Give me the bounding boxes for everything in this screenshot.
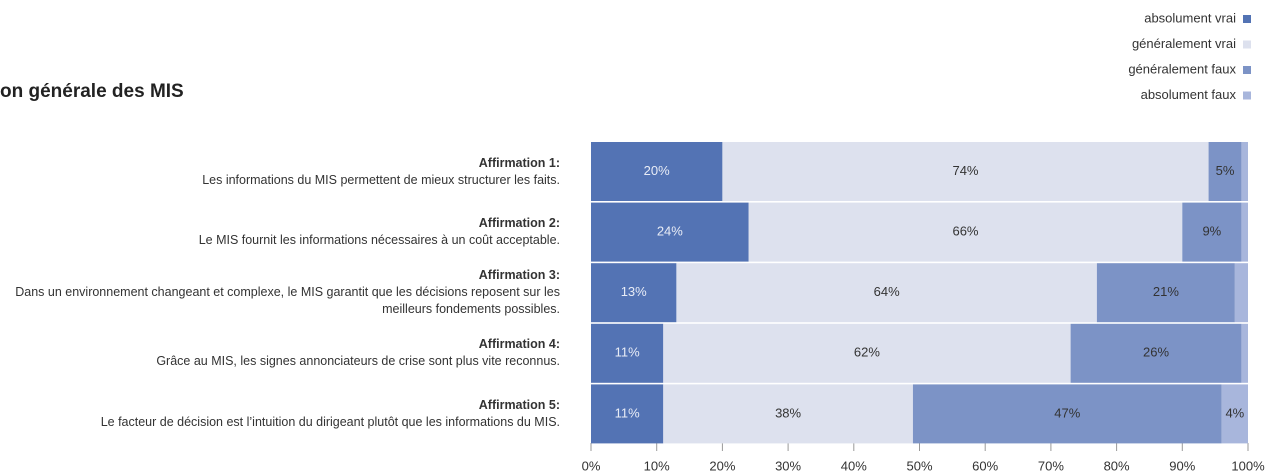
bar-segment <box>1208 142 1242 201</box>
bar-segment <box>1241 323 1248 383</box>
value-label: 5% <box>1216 163 1235 178</box>
x-tick-label: 0% <box>582 458 601 473</box>
bar-segment <box>748 202 1183 262</box>
legend-swatch <box>1243 91 1251 100</box>
category-label: Affirmation 3: Dans un environnement chan… <box>0 263 560 322</box>
bar-segment <box>1234 263 1248 323</box>
bar-segment <box>676 263 1097 323</box>
category-title: Affirmation 5: <box>478 397 560 412</box>
x-tick-label: 80% <box>1104 458 1130 473</box>
category-label: Affirmation 2: Le MIS fournit les informa… <box>0 203 560 262</box>
category-title: Affirmation 4: <box>478 337 560 352</box>
category-description: Les informations du MIS permettent de mi… <box>202 172 560 187</box>
bar-segment <box>591 323 664 383</box>
x-tick-label: 50% <box>906 458 932 473</box>
category-description: Grâce au MIS, les signes annonciateurs d… <box>156 354 560 369</box>
category-description: Le MIS fournit les informations nécessai… <box>198 233 560 248</box>
bar-segment <box>1241 142 1248 201</box>
category-description: Le facteur de décision est l’intuition d… <box>100 414 560 429</box>
value-label: 13% <box>621 284 647 299</box>
value-label: 4% <box>1225 405 1244 420</box>
value-label: 9% <box>1202 224 1221 239</box>
category-label: Affirmation 5: Le facteur de décision est… <box>0 384 560 443</box>
value-label: 64% <box>874 284 900 299</box>
x-tick-label: 20% <box>709 458 735 473</box>
bar-segment <box>1241 202 1248 262</box>
x-tick-label: 60% <box>972 458 998 473</box>
bar-segment <box>591 142 723 201</box>
legend-swatch <box>1243 40 1251 49</box>
value-label: 24% <box>657 224 683 239</box>
value-label: 66% <box>952 224 978 239</box>
legend-swatch <box>1243 66 1251 74</box>
legend-label: absolument vrai <box>1144 10 1236 25</box>
value-label: 38% <box>775 405 801 420</box>
category-title: Affirmation 3: <box>478 268 560 283</box>
chart-title: on générale des MIS <box>0 81 184 102</box>
bar-segment <box>722 142 1209 201</box>
value-label: 26% <box>1143 345 1169 360</box>
legend-label: généralement vrai <box>1132 36 1236 51</box>
x-tick-label: 70% <box>1038 458 1064 473</box>
bar-segment <box>912 384 1222 444</box>
x-tick-label: 100% <box>1231 458 1265 473</box>
category-description: Dans un environnement changeant et compl… <box>15 285 560 317</box>
x-tick-label: 90% <box>1169 458 1195 473</box>
x-tick-label: 10% <box>644 458 670 473</box>
bar-segment <box>663 323 1071 383</box>
category-label: Affirmation 4: Grâce au MIS, les signes a… <box>0 324 560 383</box>
bar-segment <box>1096 263 1235 323</box>
category-title: Affirmation 2: <box>478 216 560 231</box>
legend-label: absolument faux <box>1141 87 1237 102</box>
bar-segment <box>591 263 677 323</box>
value-label: 20% <box>644 163 670 178</box>
x-tick-label: 30% <box>775 458 801 473</box>
value-label: 47% <box>1054 405 1080 420</box>
legend-swatch <box>1243 15 1251 23</box>
category-title: Affirmation 1: <box>478 155 560 170</box>
bar-segment <box>591 202 749 262</box>
value-label: 62% <box>854 345 880 360</box>
category-label: Affirmation 1: Les informations du MIS pe… <box>0 142 560 201</box>
value-label: 11% <box>615 405 640 420</box>
bar-segment <box>663 384 913 444</box>
bar-segment <box>591 384 664 444</box>
value-label: 21% <box>1153 284 1179 299</box>
bar-segment <box>1182 202 1242 262</box>
legend-label: généralement faux <box>1128 61 1236 76</box>
x-tick-label: 40% <box>841 458 867 473</box>
value-label: 74% <box>952 163 978 178</box>
bar-segment <box>1070 323 1242 383</box>
value-label: 11% <box>615 345 640 360</box>
bar-segment <box>1221 384 1248 444</box>
